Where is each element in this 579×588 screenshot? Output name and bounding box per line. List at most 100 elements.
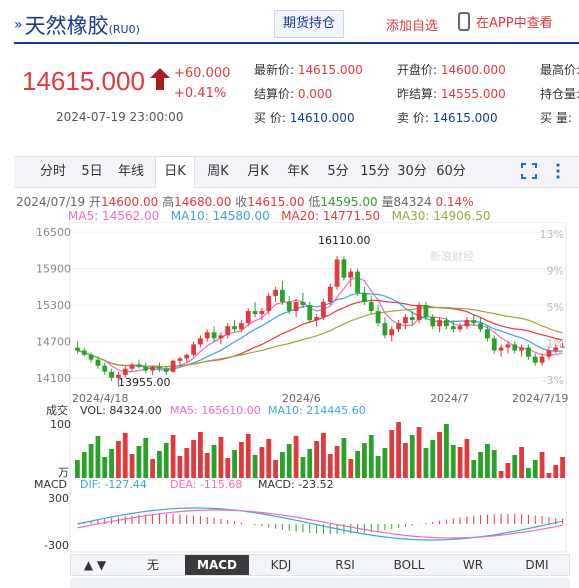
candle-body	[512, 344, 518, 351]
volume-bar	[280, 452, 285, 478]
candle-body	[157, 366, 162, 369]
candle-body	[266, 295, 272, 312]
ma20-legend: MA20: 14771.50	[281, 209, 381, 223]
candle-body	[321, 301, 326, 318]
candle-body	[498, 347, 504, 351]
candle-body	[348, 271, 354, 278]
y-tick: 16500	[36, 226, 71, 239]
tab-1[interactable]: 5日	[81, 164, 103, 179]
tab-4[interactable]: 周K	[207, 164, 229, 179]
indicator-tab-1[interactable]: MACD	[185, 555, 249, 575]
volume-bar	[266, 439, 272, 478]
volume-bar	[348, 459, 354, 478]
volume-bar	[211, 445, 217, 478]
indicator-tab-3[interactable]: RSI	[335, 558, 355, 572]
tab-7[interactable]: 5分	[327, 164, 349, 179]
volume-bar	[464, 439, 470, 478]
candle-body	[239, 323, 244, 330]
quote-field-label: 结算价:	[254, 87, 298, 101]
macd-dea: DEA: -115.68	[170, 478, 242, 491]
more-icon[interactable]	[554, 163, 562, 179]
volume-bar	[389, 430, 395, 478]
candle-body	[409, 317, 415, 321]
volume-bar	[75, 460, 80, 478]
candle-body	[539, 356, 545, 363]
quote-field: 持仓量:	[540, 85, 579, 102]
volume-bar	[102, 457, 108, 478]
chart-frame	[69, 222, 567, 553]
volume-bar	[368, 435, 374, 478]
candle-body	[457, 326, 463, 330]
candle-body	[546, 350, 552, 357]
open-in-app-button[interactable]: 在APP中查看	[458, 12, 553, 31]
volume-bar	[184, 448, 190, 478]
add-watchlist-button[interactable]: 添加自选	[386, 19, 439, 34]
high-annotation: 16110.00	[318, 234, 371, 247]
candle-body	[314, 317, 319, 321]
quote-field-value: 0.000	[297, 87, 333, 101]
volume-bar	[457, 447, 463, 478]
kline-chart[interactable]: 16500 15900 15300 14700 14100 13% 9% 5% 1% -3% 161…	[0, 222, 579, 554]
x-tick: 2024/4/18	[72, 392, 128, 405]
volume-bar	[362, 443, 367, 478]
quote-field-label: 最高价:	[540, 63, 579, 77]
pct-tick: 5%	[547, 301, 564, 314]
low-value: 14595.00	[320, 195, 378, 209]
phone-icon	[458, 12, 470, 31]
fullscreen-icon[interactable]	[521, 163, 537, 179]
indicator-tab-2[interactable]: KDJ	[270, 558, 292, 572]
candle-body	[293, 301, 299, 312]
tab-3[interactable]: 日K	[155, 157, 195, 188]
chart-scrollbar[interactable]	[70, 578, 570, 588]
candle-body	[355, 271, 360, 293]
indicator-tab-4[interactable]: BOLL	[393, 558, 425, 572]
x-tick: 2024/6	[282, 392, 321, 405]
volume-bar	[382, 448, 388, 478]
quote-field-label: 买 量:	[540, 111, 572, 125]
candle-body	[232, 326, 237, 330]
volume-y-top: 100	[50, 418, 71, 431]
candle-body	[300, 301, 306, 305]
candle-body	[252, 311, 258, 315]
volume-bar	[136, 446, 142, 478]
volume-bar	[403, 443, 408, 478]
quote-field: 昨结算: 14555.000	[397, 85, 506, 102]
volume-bar	[81, 452, 87, 478]
tab-2[interactable]: 年线	[117, 164, 144, 179]
candle-body	[109, 371, 114, 378]
tab-9[interactable]: 30分	[397, 164, 427, 179]
indicator-tab-6[interactable]: DMI	[525, 558, 549, 572]
dea-line	[77, 509, 563, 539]
candle-body	[280, 289, 285, 302]
pct-tick: 13%	[540, 228, 564, 241]
volume-label: 量	[381, 195, 394, 209]
candle-body	[143, 366, 149, 371]
volume-bar	[498, 471, 504, 478]
futures-holdings-button[interactable]: 期货持仓	[274, 10, 344, 38]
candle-body	[389, 329, 395, 336]
tab-5[interactable]: 月K	[247, 164, 269, 179]
candle-body	[519, 347, 524, 351]
indicator-nav-arrows[interactable]: ▲ ▼	[83, 558, 107, 572]
quote-field: 买 价: 14610.000	[254, 109, 355, 126]
candle-body	[464, 320, 470, 327]
candle-body	[450, 326, 456, 330]
double-chevron-icon: »	[14, 17, 23, 33]
tab-10[interactable]: 60分	[436, 164, 466, 179]
candle-body	[526, 347, 531, 357]
candle-body	[218, 335, 224, 339]
quote-field-value: 14600.000	[440, 63, 506, 77]
candle-body	[368, 301, 374, 312]
high-label: 高	[162, 195, 175, 209]
tab-0[interactable]: 分时	[39, 164, 66, 179]
volume-bar	[252, 455, 258, 478]
tab-6[interactable]: 年K	[287, 164, 309, 179]
indicator-tab-5[interactable]: WR	[462, 558, 484, 572]
tab-8[interactable]: 15分	[360, 164, 390, 179]
indicator-tab-0[interactable]: 无	[146, 558, 159, 572]
volume-bar	[491, 450, 497, 478]
volume-bar	[122, 433, 128, 478]
quote-field: 结算价: 0.000	[254, 85, 332, 102]
volume-bar	[314, 441, 319, 478]
candle-body	[437, 320, 442, 327]
